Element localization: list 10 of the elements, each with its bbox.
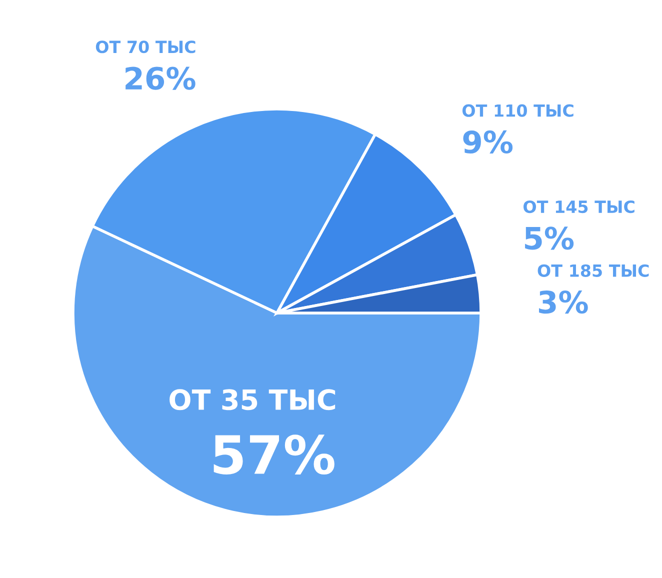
data-label: 26% [126,66,196,90]
data-label: 5% [525,226,574,250]
data-label: 3% [539,290,588,314]
slice-label: ОТ 185 ТЫС [538,264,649,277]
data-label: 9% [463,130,513,154]
slice-label: ОТ 145 ТЫС [524,200,634,214]
data-label: 57% [214,434,334,475]
slice-label: ОТ 110 ТЫС [462,104,574,117]
slice-label: ОТ 35 ТЫС [170,389,336,410]
slice-label: ОТ 70 ТЫС [96,40,196,54]
